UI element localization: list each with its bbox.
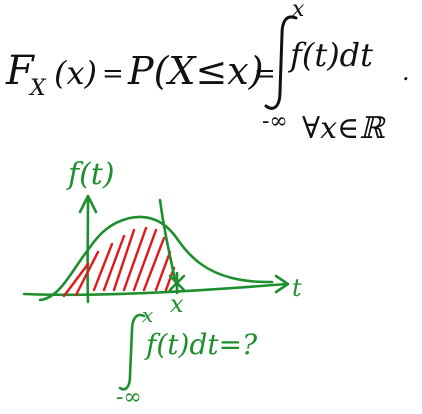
x-axis-arrow-icon [274, 274, 290, 294]
for-all-real-quantifier: ∀x∈ℝ [302, 111, 386, 146]
integrand: f(t)dt [288, 36, 373, 74]
probability-expression: P(X≤x) [127, 49, 264, 93]
question-integral-sign [118, 313, 146, 391]
integral-lower-limit: -∞ [262, 109, 288, 134]
y-axis-arrow-icon [78, 194, 98, 214]
integral-sign [264, 15, 298, 110]
x-marker-star-icon [168, 271, 186, 295]
cdf-subscript: X [28, 76, 47, 101]
x-marker-label: x [170, 290, 184, 318]
question-integral: x -∞ f(t)dt=? [116, 303, 258, 410]
question-lower-limit: -∞ [116, 385, 142, 410]
cdf-definition: F X (x) = P(X≤x) = x -∞ f(t)dt . ∀x∈ℝ [5, 0, 410, 146]
x-axis-label: t [292, 274, 302, 302]
shaded-area-hatching [62, 226, 176, 298]
question-upper-limit: x [142, 303, 153, 327]
y-axis-label: f(t) [66, 157, 115, 192]
integral-upper-limit: x [292, 0, 305, 22]
density-graph: f(t) t x [22, 157, 302, 318]
cdf-symbol: F [5, 48, 35, 94]
equals-sign-2: = [254, 59, 276, 89]
cdf-argument: (x) [54, 54, 97, 92]
x-value-line [158, 198, 178, 286]
density-curve [38, 215, 274, 302]
question-integrand: f(t)dt=? [144, 328, 258, 361]
equals-sign-1: = [102, 59, 124, 89]
trailing-dot: . [402, 58, 410, 86]
